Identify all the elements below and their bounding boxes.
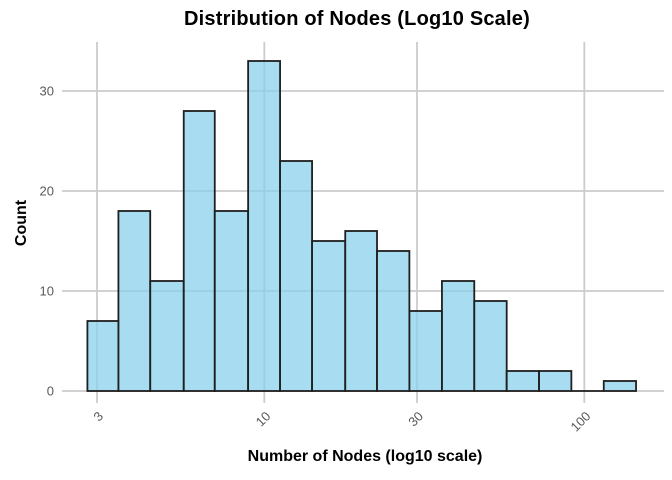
- histogram-bar: [602, 380, 637, 392]
- x-tick-label: 3: [90, 409, 106, 425]
- x-tick-label: 10: [253, 409, 274, 430]
- histogram-bar: [279, 160, 313, 392]
- y-tick-label: 10: [40, 284, 54, 299]
- x-tick-label: 100: [567, 409, 593, 435]
- histogram-bar: [117, 210, 152, 392]
- histogram-bar: [86, 320, 120, 392]
- y-tick-label: 30: [40, 84, 54, 99]
- histogram-bar: [505, 370, 540, 392]
- histogram-bar: [408, 310, 443, 392]
- histogram-bar: [182, 110, 216, 392]
- histogram-bar: [311, 240, 347, 392]
- histogram-bar: [149, 280, 185, 392]
- y-tick-label: 20: [40, 184, 54, 199]
- histogram-bar: [213, 210, 250, 392]
- histogram-bar: [376, 250, 411, 392]
- y-tick-label: 0: [47, 384, 54, 399]
- histogram-bar: [247, 60, 281, 392]
- x-axis-label: Number of Nodes (log10 scale): [247, 448, 483, 465]
- histogram-bar: [344, 230, 378, 392]
- histogram-bar: [441, 280, 476, 392]
- histogram-bar: [538, 370, 573, 392]
- histogram-bar: [473, 300, 508, 392]
- x-tick-label: 30: [405, 409, 426, 430]
- chart-title: Distribution of Nodes (Log10 Scale): [184, 8, 530, 30]
